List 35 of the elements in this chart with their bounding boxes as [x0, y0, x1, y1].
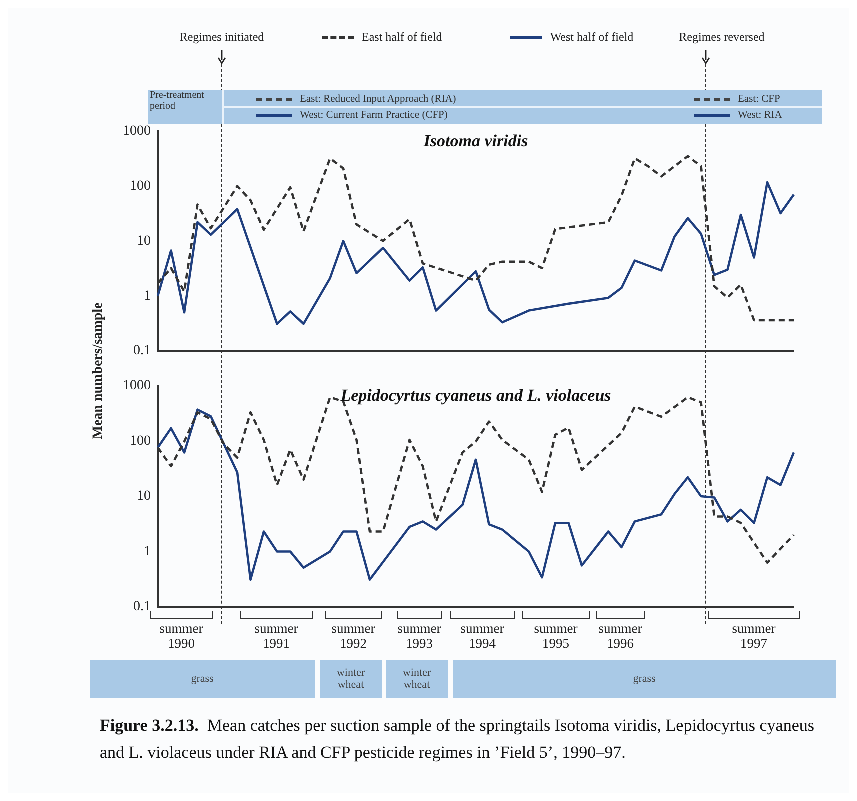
chart-title: Isotoma viridis — [422, 131, 529, 150]
text: East: Reduced Input Approach (RIA) — [300, 93, 458, 107]
crop-strip-block: grass — [453, 660, 836, 698]
text: summer 1992 — [330, 621, 376, 653]
legend-label: East half of field — [362, 30, 442, 45]
chart-title: Lepidocyrtus cyaneus and L. violaceus — [340, 386, 612, 405]
legend-label: West half of field — [550, 30, 634, 45]
y-tick-label: 10 — [137, 489, 151, 504]
text: Regimes reversed — [678, 30, 766, 45]
y-tick-label: 1000 — [123, 124, 151, 140]
text: Regimes initiated — [178, 30, 266, 45]
y-tick-label: 100 — [130, 178, 151, 194]
caption: Figure 3.2.13. — [100, 716, 199, 735]
crop-strip-block: winter wheat — [320, 660, 382, 698]
y-tick-label: 100 — [130, 434, 151, 449]
crop-strip-block: grass — [90, 660, 315, 698]
y-tick-label: 10 — [137, 234, 151, 249]
y-tick-label: 0.1 — [134, 600, 151, 615]
text: West: RIA — [738, 109, 784, 123]
text: West: Current Farm Practice (CFP) — [300, 109, 449, 123]
y-tick-label: 1 — [144, 288, 151, 304]
text: Pre-treatment period — [150, 90, 206, 114]
text: summer 1990 — [158, 621, 204, 653]
y-axis-title: Mean numbers/sample — [91, 302, 107, 442]
text: East: CFP — [738, 93, 782, 107]
text: summer 1994 — [460, 621, 506, 653]
text: summer 1995 — [533, 621, 579, 653]
y-tick-label: 0.1 — [134, 344, 151, 359]
text: summer 1993 — [396, 621, 442, 653]
text: summer 1997 — [731, 621, 777, 653]
y-tick-label: 1 — [144, 544, 151, 560]
text: summer 1991 — [254, 621, 300, 653]
y-tick-label: 1000 — [123, 378, 151, 394]
text: summer 1996 — [598, 621, 644, 653]
crop-strip-block: winter wheat — [386, 660, 448, 698]
